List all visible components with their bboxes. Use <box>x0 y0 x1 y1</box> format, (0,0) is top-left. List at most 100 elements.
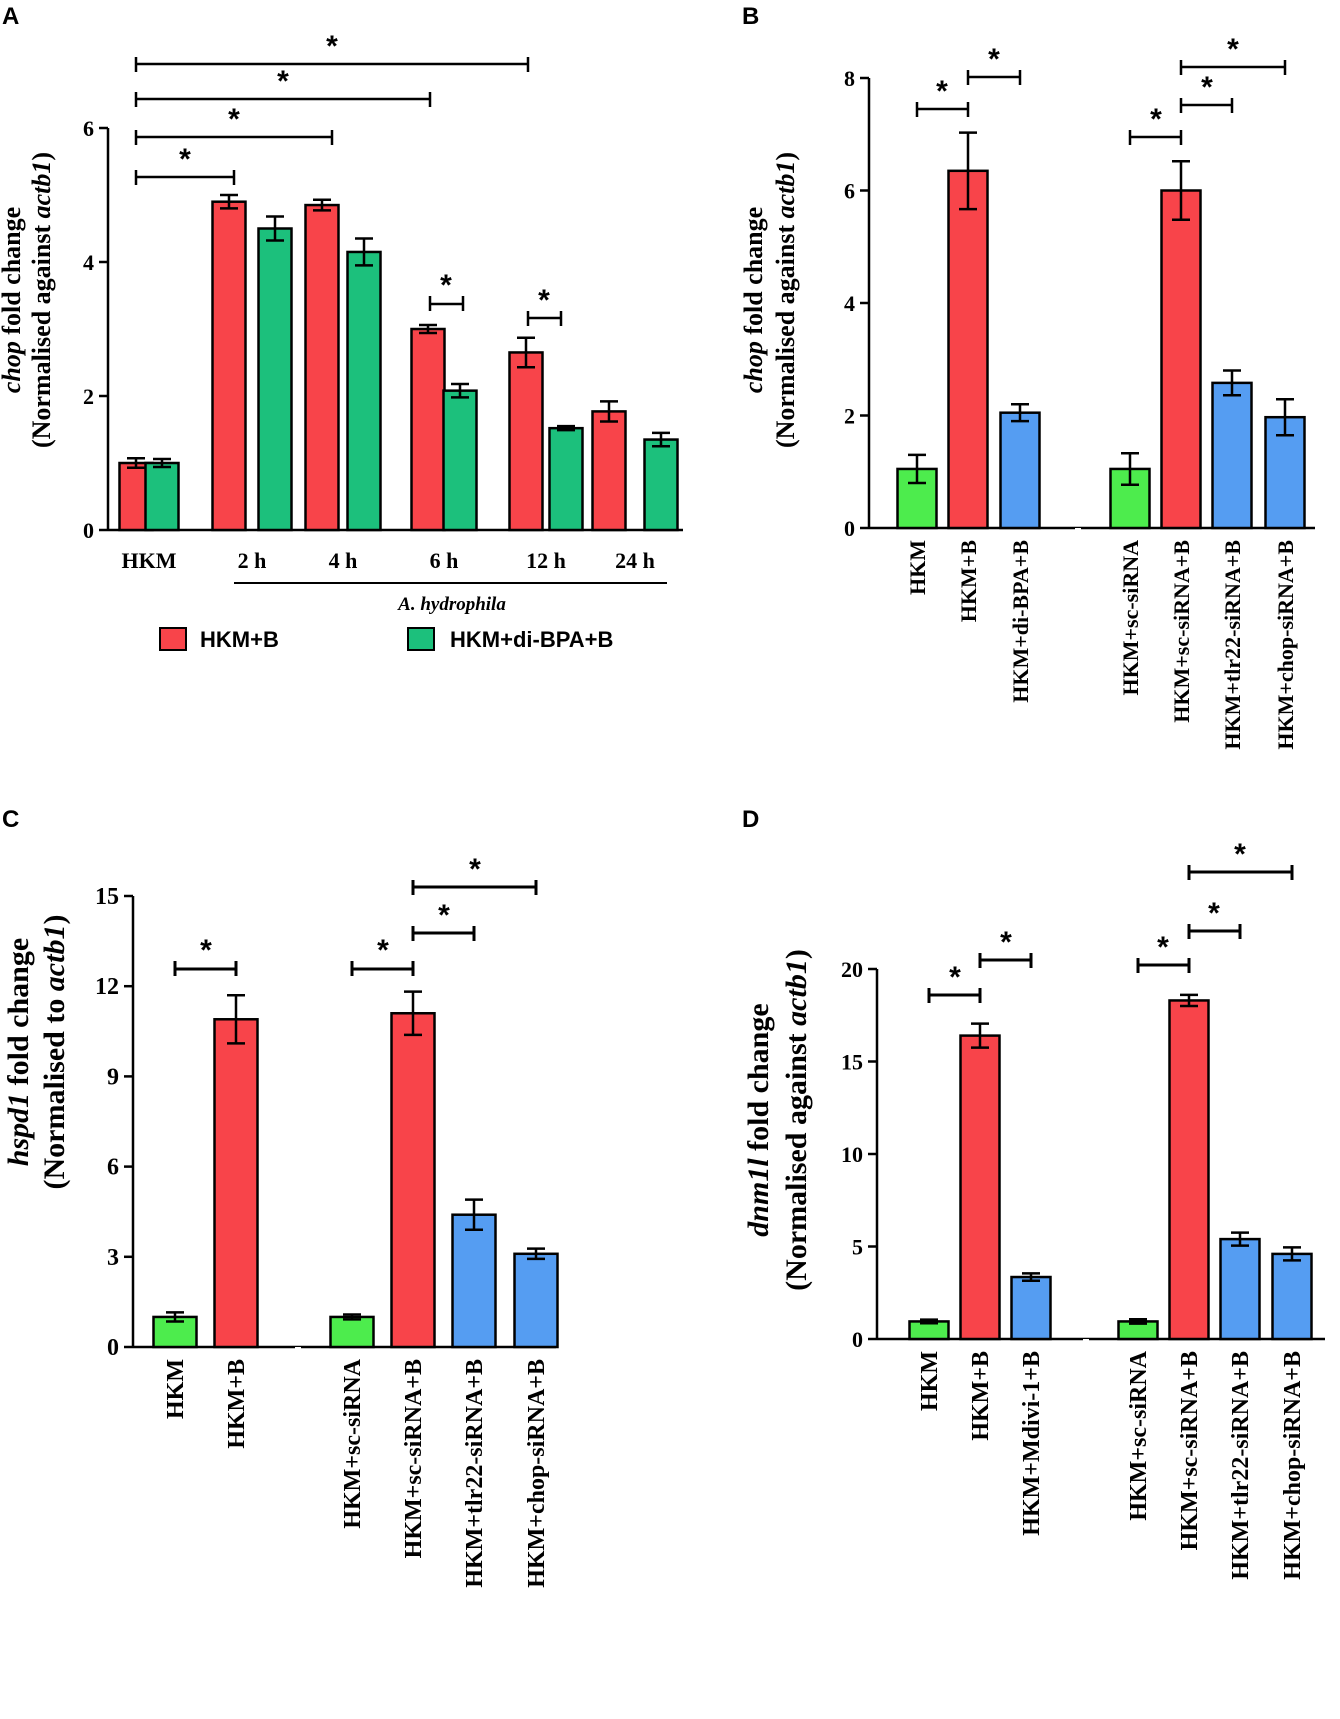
panel-a-3-hkm-b-bar <box>410 327 446 532</box>
panel-a-3-hkm-dibpa-b-errorbar <box>451 382 469 399</box>
panel-d-ytick-label: 15 <box>841 1050 863 1075</box>
panel-d-0-errorbar <box>920 1318 938 1325</box>
panel-a-star-4: * <box>179 143 191 176</box>
panel-d-bracket-1 <box>927 988 982 1003</box>
panel-c-0-errorbar <box>166 1311 184 1323</box>
panel-a-ylabel-line1: chop fold change <box>0 207 26 393</box>
panel-d-letter: D <box>742 806 759 833</box>
panel-c-xlabel: HKM+tlr22-siRNA+B <box>462 1359 488 1588</box>
panel-b-5-errorbar <box>1223 369 1241 397</box>
panel-b-4-bar <box>1160 189 1202 530</box>
panel-c-bracket-4 <box>411 880 538 895</box>
panel-a-ylabel2-start: (Normalised against <box>27 218 56 448</box>
panel-a-xlabel: 24 h <box>615 548 655 573</box>
panel-a-4-hkm-b-errorbar <box>517 336 535 369</box>
panel-b-6-errorbar <box>1276 397 1294 437</box>
panel-b-ylabel-line2: (Normalised against actb1) <box>771 152 800 448</box>
panel-a-ylabel-gene: chop <box>0 341 26 393</box>
panel-a-star-1: * <box>326 30 338 63</box>
panel-c-star-1: * <box>200 934 212 967</box>
panel-d-1-bar <box>959 1034 1001 1341</box>
panel-b-ylabel-rest: fold change <box>739 207 768 341</box>
panel-a-ytick-label: 6 <box>83 116 94 141</box>
panel-d-bracket-4 <box>1187 924 1242 939</box>
panel-b-ytick-label: 2 <box>844 404 855 429</box>
panel-d-5-errorbar <box>1231 1231 1249 1247</box>
panel-c-4-errorbar <box>465 1198 483 1231</box>
panel-b-ylabel-line1: chop fold change <box>739 207 768 393</box>
panel-a-ylabel-rest: fold change <box>0 207 26 341</box>
panel-a-1-hkm-dibpa-b-bar <box>257 227 293 532</box>
panel-a-star-3: * <box>228 103 240 136</box>
panel-d-ytick-label: 20 <box>841 957 863 982</box>
panel-d-ylabel-gene: dnm1l <box>742 1158 775 1237</box>
panel-d-bracket-3 <box>1136 958 1191 973</box>
panel-b-1-errorbar <box>959 131 977 211</box>
panel-d-xlabel: HKM+sc-siRNA <box>1126 1350 1152 1520</box>
panel-b-2-errorbar <box>1011 403 1029 423</box>
panel-c-star-4: * <box>469 853 481 886</box>
panel-a-4-hkm-dibpa-b-errorbar <box>557 424 575 432</box>
panel-a-2-hkm-b-bar <box>304 203 340 532</box>
panel-d-xlabel: HKM+sc-siRNA+B <box>1177 1351 1203 1550</box>
panel-a-2-hkm-b-errorbar <box>313 198 331 212</box>
panel-c-1-bar <box>213 1018 259 1349</box>
panel-a-bracket-2 <box>134 92 432 107</box>
panel-a-xlabel: 4 h <box>329 548 358 573</box>
panel-b-ytick-label: 8 <box>844 66 855 91</box>
panel-b-5-bar <box>1211 381 1253 530</box>
legend-swatch-hkm-b <box>159 627 187 651</box>
panel-a-group-label: A. hydrophila <box>397 594 506 615</box>
panel-a-brackets <box>134 57 563 326</box>
panel-d-ylabel2-start: (Normalised against <box>780 1026 813 1291</box>
panel-b-star-2: * <box>988 43 1000 76</box>
panel-a-ytick-label: 4 <box>83 250 94 275</box>
panel-d-star-1: * <box>949 961 961 994</box>
panel-a-0-hkm-dibpa-b-errorbar <box>153 457 171 469</box>
panel-b-xlabel: HKM+chop-siRNA+B <box>1273 540 1298 750</box>
panel-c-ylabel-gene: hspd1 <box>2 1093 35 1166</box>
panel-c-ylabel2-end: ) <box>38 915 71 925</box>
panel-d-ylabel-rest: fold change <box>742 1003 775 1158</box>
panel-a-4-hkm-dibpa-b-bar <box>548 426 584 532</box>
panel-c-5-bar <box>513 1252 559 1349</box>
panel-d-ylabel-line1: dnm1l fold change <box>742 1003 775 1236</box>
panel-d-xlabel: HKM+Mdivi-1+B <box>1019 1351 1045 1536</box>
panel-b-bracket-2 <box>966 70 1022 85</box>
panel-a-ytick-label: 0 <box>83 518 94 543</box>
panel-a-xlabel: 6 h <box>430 548 459 573</box>
panel-a-2-hkm-dibpa-b-errorbar <box>355 237 373 267</box>
panel-c-ytick-label: 15 <box>95 884 119 910</box>
panel-a-0-hkm-b-errorbar <box>127 457 145 469</box>
panel-a-5-hkm-dibpa-b-bar <box>643 438 679 532</box>
panel-c-star-2: * <box>377 934 389 967</box>
panel-b-xlabel: HKM+tlr22-siRNA+B <box>1220 540 1245 750</box>
panel-d-1-errorbar <box>971 1022 989 1049</box>
panel-a-5-hkm-b-bar <box>591 410 627 532</box>
panel-c-ylabel-line1: hspd1 fold change <box>2 938 35 1166</box>
panel-d-brackets <box>927 865 1294 1003</box>
panel-c-1-errorbar <box>227 993 245 1045</box>
panel-d-6-errorbar <box>1283 1246 1301 1262</box>
panel-a-5-hkm-dibpa-b-errorbar <box>652 431 670 448</box>
panel-b-xlabel: HKM+di-BPA+B <box>1008 540 1033 703</box>
panel-d-star-2: * <box>1000 926 1012 959</box>
panel-d-bracket-2 <box>978 953 1033 968</box>
panel-a-bracket-4 <box>134 170 236 185</box>
panel-b-xlabel: HKM+sc-siRNA <box>1118 540 1143 696</box>
panel-d-bracket-5 <box>1187 865 1294 880</box>
panel-d-xlabel: HKM+chop-siRNA+B <box>1280 1351 1306 1580</box>
panel-a-ytick-label: 2 <box>83 384 94 409</box>
panel-a-1-hkm-dibpa-b-errorbar <box>266 215 284 242</box>
panel-a-4-hkm-b-bar <box>508 351 544 532</box>
panel-c-2-errorbar <box>343 1313 361 1321</box>
panel-a-5-hkm-b-errorbar <box>600 400 618 423</box>
panel-b-bracket-3 <box>1128 130 1183 145</box>
panel-a-letter: A <box>2 3 19 30</box>
legend-label-hkm-dibpa-b: HKM+di-BPA+B <box>450 627 613 652</box>
panel-a-star-2: * <box>277 65 289 98</box>
panel-a-1-hkm-b-errorbar <box>220 193 238 210</box>
panel-d-xlabel: HKM <box>917 1351 943 1411</box>
panel-b-ytick-label: 4 <box>844 291 855 316</box>
